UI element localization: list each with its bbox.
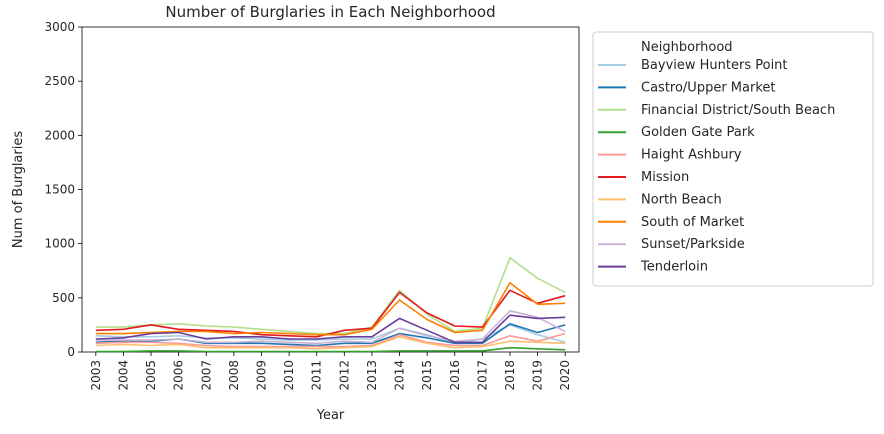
series-line [95,346,566,353]
x-tick-label: 2003 [89,360,103,391]
x-axis: 2003 2004 2005 2006 2007 2008 2009 2010 2011 2012… [89,352,572,391]
legend-label: Golden Gate Park [641,125,755,140]
y-tick-label: 2500 [44,74,75,88]
x-tick-label: 2015 [420,360,434,391]
legend-label: Tenderloin [640,260,708,275]
series-line [95,281,566,336]
x-tick-label: 2017 [475,360,489,391]
chart-title: Number of Burglaries in Each Neighborhoo… [165,3,495,21]
legend-label: Sunset/Parkside [641,237,745,252]
x-tick-label: 2009 [254,360,268,391]
y-axis: 0 500 1000 1500 2000 2500 3000 [44,20,82,359]
legend: Neighborhood Bayview Hunters Point Castro… [592,31,874,287]
x-tick-label: 2016 [448,360,462,391]
y-axis-label: Num of Burglaries [11,131,26,248]
x-tick-label: 2004 [116,360,130,391]
y-tick-label: 3000 [44,20,75,34]
plot-area [81,26,580,353]
legend-label: South of Market [641,215,744,230]
series-line [95,335,566,350]
legend-label: Haight Ashbury [641,148,742,163]
x-tick-label: 2014 [393,360,407,391]
x-axis-label: Year [316,408,345,423]
legend-label: Financial District/South Beach [641,103,835,118]
legend-box [592,31,874,287]
x-tick-label: 2018 [503,360,517,391]
x-tick-label: 2006 [172,360,186,391]
series-layer [95,256,566,353]
x-tick-label: 2012 [337,360,351,391]
x-tick-label: 2007 [199,360,213,391]
legend-items: Bayview Hunters Point Castro/Upper Market… [598,58,835,275]
legend-label: Bayview Hunters Point [641,58,788,73]
y-tick-label: 500 [52,291,75,305]
legend-label: Castro/Upper Market [641,80,776,95]
x-tick-label: 2011 [310,360,324,391]
series-line [95,314,566,344]
x-tick-label: 2020 [558,360,572,391]
legend-title: Neighborhood [641,40,733,55]
y-tick-label: 0 [67,345,75,359]
plot-frame [81,26,580,353]
x-tick-label: 2019 [531,360,545,391]
series-line [95,309,566,345]
y-tick-label: 2000 [44,128,75,142]
series-line [95,256,566,335]
y-tick-label: 1500 [44,183,75,197]
x-tick-label: 2013 [365,360,379,391]
series-line [95,332,566,348]
series-line [95,324,566,345]
legend-label: Mission [641,170,689,185]
x-tick-label: 2005 [144,360,158,391]
x-tick-label: 2010 [282,360,296,391]
legend-label: North Beach [641,192,722,207]
y-tick-label: 1000 [44,237,75,251]
x-tick-label: 2008 [227,360,241,391]
